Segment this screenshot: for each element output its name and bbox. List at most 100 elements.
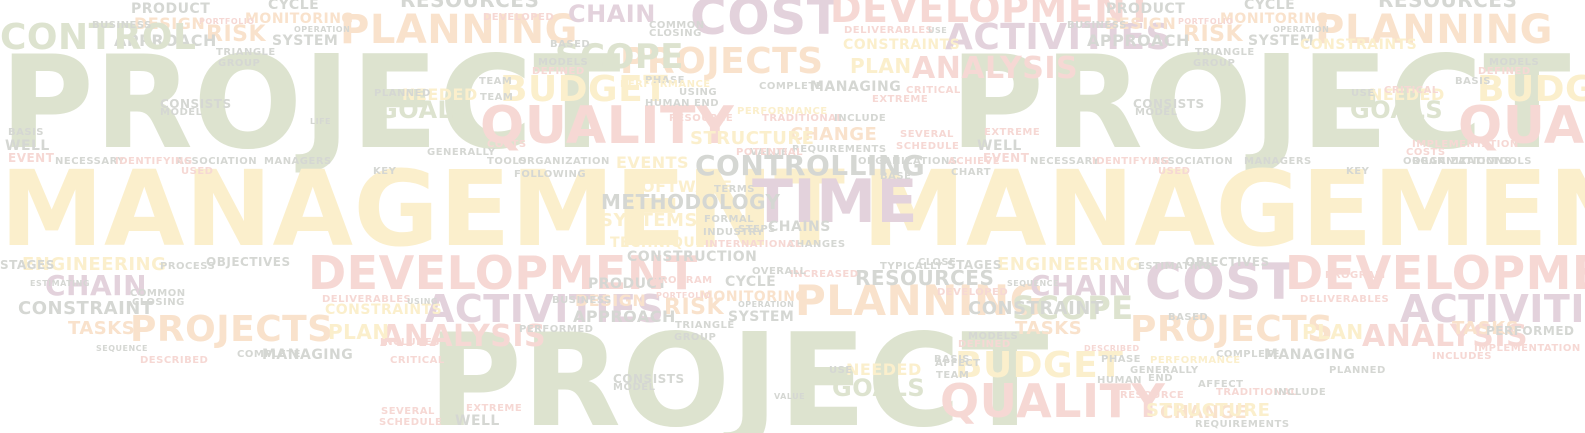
- cloud-word: PRODUCT: [1106, 1, 1186, 17]
- cloud-word: USE: [928, 26, 948, 35]
- cloud-word: PERFORMED: [1486, 324, 1575, 338]
- cloud-word: SEVERAL: [381, 406, 435, 417]
- cloud-word: IDENTIFYING: [115, 156, 193, 167]
- cloud-word: EVENTS: [616, 153, 690, 172]
- cloud-word: PROJECT: [950, 29, 1571, 178]
- cloud-word: PORTFOLIO: [656, 291, 712, 300]
- cloud-word: CONSTRAINTS: [325, 302, 443, 318]
- cloud-word: RESOURCES: [400, 0, 540, 12]
- cloud-word: GOALS: [1350, 96, 1444, 124]
- cloud-word: PROJECTS: [620, 41, 824, 82]
- cloud-word: CONSISTS: [613, 372, 685, 386]
- cloud-word: PROJECTS: [1130, 309, 1334, 350]
- cloud-word: NEEDED: [846, 360, 922, 379]
- cloud-word: MANAGERS: [264, 156, 332, 167]
- cloud-word: MODEL: [1135, 107, 1178, 118]
- cloud-word: MONITORING: [245, 11, 354, 27]
- cloud-word: STEPS: [738, 224, 776, 235]
- cloud-word: MONITORING: [699, 289, 808, 305]
- cloud-word: ACTIVITIES: [425, 287, 665, 331]
- cloud-word: CHAIN: [568, 0, 656, 28]
- cloud-word: PERFORMED: [519, 324, 594, 335]
- cloud-word: BUDGET: [500, 69, 669, 110]
- cloud-word: ANALYSIS: [912, 51, 1079, 86]
- cloud-word: WELL: [5, 138, 50, 154]
- cloud-word: QUALITY: [940, 374, 1166, 428]
- cloud-word: WELL: [977, 138, 1022, 154]
- cloud-word: TEAM: [479, 76, 513, 87]
- cloud-word: CLOSE: [918, 257, 957, 268]
- cloud-word: BUDG: [1477, 69, 1585, 110]
- cloud-word: SCOPE: [1012, 289, 1134, 327]
- cloud-word: MODEL: [613, 382, 656, 393]
- cloud-word: PLANNED: [374, 88, 431, 99]
- cloud-word: DEFINED: [532, 66, 585, 77]
- cloud-word: MANAGING: [810, 79, 902, 95]
- cloud-word: RISK: [1183, 22, 1244, 47]
- cloud-word: COMPLETE: [237, 349, 301, 360]
- cloud-word: MODELS: [1489, 57, 1540, 68]
- cloud-word: IMPLEMENTATION: [1474, 343, 1581, 354]
- cloud-word: IMPLEMENTATION: [1412, 139, 1519, 150]
- cloud-word: WELL: [455, 413, 500, 429]
- cloud-word: ACHIEVE: [948, 156, 1001, 167]
- cloud-word: CRITICAL: [1384, 85, 1439, 96]
- cloud-word: ORGANIZATIONS: [1412, 156, 1512, 167]
- cloud-word: COST: [1145, 253, 1297, 311]
- cloud-word: SYSTEM: [272, 33, 339, 49]
- cloud-word: PROGRAM: [652, 275, 713, 286]
- cloud-word: NEEDED: [402, 85, 478, 104]
- cloud-word: FOLLOWING: [514, 169, 587, 180]
- cloud-word: CONSTRUCTION: [627, 249, 758, 265]
- cloud-word: DELIVERABLES: [844, 25, 934, 36]
- cloud-word: OPERATION: [294, 25, 351, 34]
- cloud-word: TRADITIONAL: [762, 113, 844, 124]
- cloud-word: NECESSARY: [1030, 156, 1100, 167]
- cloud-word: DELIVERABLES: [1300, 294, 1390, 305]
- cloud-word: MODEL: [160, 107, 203, 118]
- cloud-word: PLANNING: [795, 276, 1045, 325]
- cloud-word: INCLUDE: [834, 113, 887, 124]
- cloud-word: VALUE: [774, 392, 806, 401]
- cloud-word: VALUE: [750, 147, 789, 158]
- cloud-word: CHANGES: [788, 239, 846, 250]
- cloud-word: PORTFOLIO: [199, 17, 255, 26]
- cloud-word: MANAGEMENT: [0, 148, 846, 270]
- cloud-word: CHAIN: [1030, 269, 1133, 302]
- cloud-word: CONSISTS: [160, 97, 232, 111]
- cloud-word: PLAN: [328, 320, 390, 344]
- cloud-word: COSTS: [487, 139, 527, 150]
- cloud-word: ENGINEERING: [22, 254, 167, 275]
- cloud-word: INDUSTRY: [703, 227, 764, 238]
- cloud-word: PRODUCT: [131, 1, 211, 17]
- cloud-word: PHASE: [1101, 354, 1141, 365]
- cloud-word: STRUCTURE: [690, 128, 815, 149]
- cloud-word: GROUP: [218, 58, 261, 69]
- cloud-word: GENERALLY: [427, 147, 496, 158]
- cloud-word: OVERALL: [752, 266, 807, 277]
- cloud-word: APPROACH: [114, 31, 217, 50]
- cloud-word: ANALYSIS: [380, 319, 547, 354]
- cloud-word: CYCLE: [1244, 0, 1296, 13]
- cloud-word: ACTIVITIES: [945, 17, 1172, 58]
- cloud-word: INCREASED: [790, 269, 859, 280]
- cloud-word: RISK: [664, 295, 725, 320]
- cloud-word: PRODUCT: [588, 276, 668, 292]
- cloud-word: HUMAN: [645, 98, 691, 109]
- cloud-word: DEVELOPMENT: [1285, 246, 1585, 300]
- cloud-word: MANAGING: [262, 347, 354, 363]
- cloud-word: GROUP: [1193, 58, 1236, 69]
- cloud-word: BASIS: [8, 127, 44, 138]
- cloud-word: GOALS: [832, 374, 926, 402]
- cloud-word: END: [1148, 373, 1174, 384]
- cloud-word: END: [694, 98, 720, 109]
- cloud-word: TOOLS: [487, 156, 527, 167]
- cloud-word: ORGANIZATION: [1403, 156, 1495, 167]
- cloud-word: COMMON: [130, 288, 186, 299]
- cloud-word: CHANGE: [1160, 402, 1248, 423]
- cloud-word: GROUP: [674, 332, 717, 343]
- cloud-word: CYCLE: [268, 0, 320, 13]
- cloud-word: ASSOCIATION: [1152, 156, 1234, 167]
- cloud-word: TRIANGLE: [1195, 47, 1255, 58]
- cloud-word: APPROACH: [573, 307, 676, 326]
